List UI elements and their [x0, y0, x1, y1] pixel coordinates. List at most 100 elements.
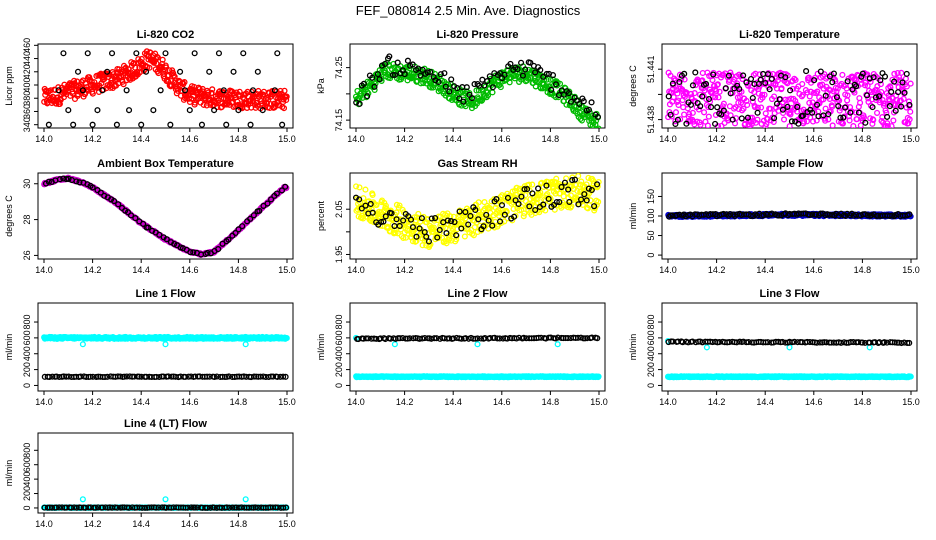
y-tick-label: 51.441	[646, 55, 656, 83]
data-point	[406, 335, 413, 342]
data-point	[830, 70, 837, 77]
plot-points	[352, 53, 602, 128]
data-point	[132, 215, 139, 222]
plot-points	[665, 68, 914, 128]
data-point	[777, 69, 784, 76]
data-point	[575, 173, 582, 180]
data-point	[55, 87, 62, 94]
series-1	[665, 338, 913, 347]
data-point	[225, 236, 232, 243]
data-point	[768, 75, 775, 82]
data-point	[809, 339, 816, 346]
data-point	[211, 107, 218, 114]
data-point	[409, 238, 416, 245]
x-tick-label: 14.4	[756, 397, 774, 407]
data-point	[391, 71, 398, 79]
data-point	[532, 69, 539, 76]
x-tick-label: 14.4	[756, 265, 774, 275]
data-point	[409, 224, 416, 231]
data-point	[163, 236, 170, 243]
data-point	[145, 224, 152, 231]
data-point	[153, 373, 160, 380]
data-point	[280, 105, 288, 112]
x-tick-label: 14.4	[132, 397, 150, 407]
x-tick-label: 14.8	[542, 265, 560, 275]
data-point	[822, 105, 829, 112]
data-point	[701, 109, 708, 116]
data-point	[554, 341, 561, 348]
data-point	[489, 84, 496, 91]
data-point	[789, 339, 796, 346]
data-point	[771, 93, 778, 100]
y-tick-label: 150	[646, 189, 656, 204]
data-point	[782, 96, 789, 103]
data-point	[540, 73, 547, 80]
data-point	[170, 72, 177, 79]
panel-title: Li-820 Pressure	[437, 29, 519, 41]
x-tick-label: 14.0	[659, 397, 677, 407]
data-point	[436, 226, 443, 234]
data-point	[844, 92, 851, 99]
data-point	[825, 111, 832, 118]
plot-points	[352, 334, 602, 381]
data-point	[522, 66, 529, 73]
data-point	[537, 66, 544, 74]
y-tick-label: 200	[334, 362, 344, 377]
data-point	[442, 83, 449, 90]
data-point	[363, 335, 370, 342]
data-point	[864, 212, 871, 219]
data-point	[754, 116, 761, 123]
x-tick-label: 14.0	[35, 265, 53, 275]
data-point	[713, 87, 720, 94]
data-point	[458, 335, 465, 342]
plot-frame	[349, 302, 606, 392]
x-tick-label: 14.2	[396, 397, 414, 407]
data-point	[247, 215, 254, 222]
data-point	[780, 109, 787, 117]
data-point	[206, 95, 213, 103]
data-point	[373, 335, 380, 342]
data-point	[388, 210, 395, 217]
data-point	[899, 79, 906, 86]
data-point	[714, 81, 721, 88]
data-point	[704, 122, 711, 128]
data-point	[419, 242, 426, 249]
data-point	[565, 89, 572, 97]
data-point	[251, 373, 258, 380]
data-point	[404, 57, 411, 64]
data-point	[467, 212, 474, 220]
x-tick-label: 14.0	[659, 134, 677, 144]
data-point	[805, 74, 812, 81]
data-point	[526, 203, 533, 210]
y-tick-label: 50	[646, 231, 656, 241]
data-point	[853, 83, 860, 90]
data-point	[510, 205, 517, 212]
data-point	[425, 238, 432, 245]
y-tick-label: 400	[22, 346, 32, 361]
data-point	[208, 89, 215, 96]
data-point	[903, 70, 910, 77]
plot-points	[664, 338, 914, 381]
y-tick-label: 380	[22, 91, 32, 106]
data-point	[413, 233, 420, 240]
data-point	[817, 68, 824, 75]
data-point	[727, 90, 734, 97]
data-point	[740, 105, 747, 112]
data-point	[283, 96, 290, 103]
data-point	[814, 88, 821, 95]
data-point	[720, 100, 727, 107]
data-point	[756, 83, 763, 90]
data-point	[410, 73, 417, 80]
data-point	[906, 211, 913, 218]
data-point	[70, 121, 77, 128]
data-point	[369, 209, 376, 216]
data-point	[204, 249, 211, 256]
x-tick-label: 15.0	[278, 265, 296, 275]
data-point	[113, 121, 120, 128]
plot-frame	[37, 43, 294, 129]
data-point	[380, 218, 387, 225]
data-point	[501, 211, 508, 218]
